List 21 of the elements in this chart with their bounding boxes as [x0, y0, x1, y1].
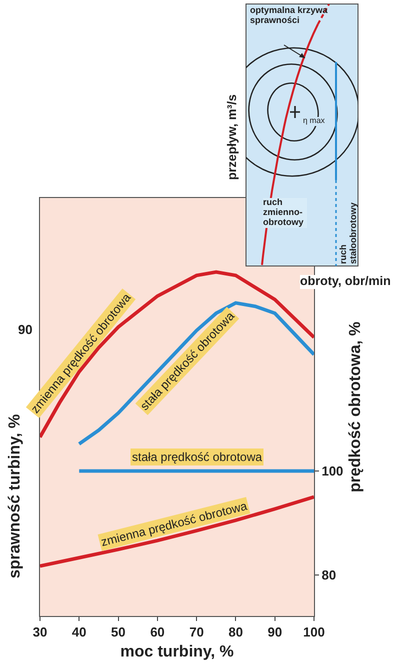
x-tick-label: 30	[32, 624, 48, 640]
x-tick-label: 60	[150, 624, 165, 640]
x-tick-label: 100	[303, 624, 325, 640]
text: przepływ, m³/s	[225, 94, 240, 180]
y-axis-title: sprawność turbiny, %	[6, 414, 24, 578]
x-tick-label: 90	[268, 624, 282, 640]
text: optymalna krzywa sprawności	[250, 5, 329, 26]
series-label: stała prędkość obrotowa	[132, 450, 262, 464]
y2-tick-label: 100	[322, 464, 344, 478]
x-tick-label: 70	[189, 624, 204, 640]
y2-axis-title: prędkość obrotowa, %	[347, 322, 364, 492]
x-axis-title: moc turbiny, %	[120, 643, 234, 660]
text: ruch stałoobrotowy	[338, 201, 359, 264]
x-tick-label: 40	[72, 624, 86, 640]
x-tick-label: 80	[228, 624, 243, 640]
text: η max	[303, 116, 325, 126]
x-tick-label: 50	[111, 624, 126, 640]
annotation: ruch zmienno-obrotowy	[263, 197, 307, 228]
line-series	[40, 495, 314, 568]
text: obroty, obr/min	[300, 274, 391, 289]
y2-tick-label: 80	[322, 567, 336, 582]
